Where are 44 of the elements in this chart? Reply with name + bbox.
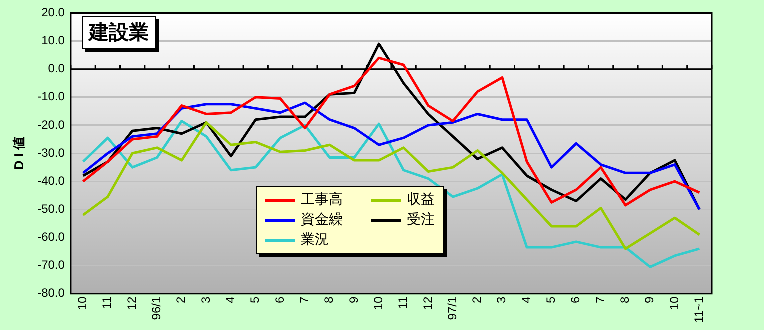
legend-label: 工事高	[301, 191, 343, 209]
x-tick-label: 5	[248, 296, 262, 304]
y-tick-label: -60.0	[38, 230, 66, 244]
y-axis-title: D I 値	[11, 136, 26, 170]
x-tick-label: 3	[494, 296, 509, 304]
y-tick-label: 20.0	[42, 6, 66, 20]
x-tick-label: 4	[224, 296, 238, 304]
x-tick-label: 2	[470, 296, 484, 304]
x-tick-label: 10	[76, 296, 90, 310]
y-tick-label: -20.0	[38, 118, 66, 132]
y-tick-label: -10.0	[38, 90, 66, 104]
x-tick-label: 11~1	[692, 296, 706, 323]
y-tick-label: 0.0	[48, 62, 66, 76]
x-tick-label: 12	[420, 296, 435, 310]
legend-label: 業況	[301, 231, 329, 249]
legend-label: 受注	[407, 211, 435, 229]
x-tick-label: 96/1	[150, 296, 164, 320]
y-tick-label: -80.0	[38, 286, 66, 300]
x-tick-label: 12	[124, 296, 139, 310]
chart-title: 建設業	[82, 16, 156, 49]
x-tick-label: 97/1	[445, 296, 460, 320]
x-tick-label: 10	[667, 296, 682, 310]
x-tick-label: 10	[371, 296, 386, 310]
x-tick-label: 7	[593, 296, 608, 304]
y-tick-label: -50.0	[38, 202, 66, 216]
y-tick-label: -40.0	[38, 174, 66, 188]
x-tick-label: 9	[642, 296, 657, 304]
y-tick-label: -70.0	[38, 258, 66, 272]
x-tick-label: 9	[346, 296, 361, 304]
x-tick-label: 4	[519, 296, 534, 304]
x-tick-label: 11	[100, 296, 114, 310]
x-tick-label: 8	[322, 296, 336, 304]
y-tick-label: -30.0	[38, 146, 66, 160]
x-tick-label: 8	[618, 296, 632, 304]
x-tick-label: 11	[396, 296, 410, 310]
legend-label: 資金繰	[301, 211, 343, 229]
x-tick-label: 6	[272, 296, 287, 304]
x-tick-label: 5	[544, 296, 558, 304]
x-tick-label: 2	[174, 296, 188, 304]
x-tick-label: 3	[198, 296, 213, 304]
legend-label: 収益	[407, 191, 435, 209]
x-tick-label: 7	[297, 296, 312, 304]
y-tick-label: 10.0	[42, 34, 66, 48]
x-tick-label: 6	[568, 296, 583, 304]
